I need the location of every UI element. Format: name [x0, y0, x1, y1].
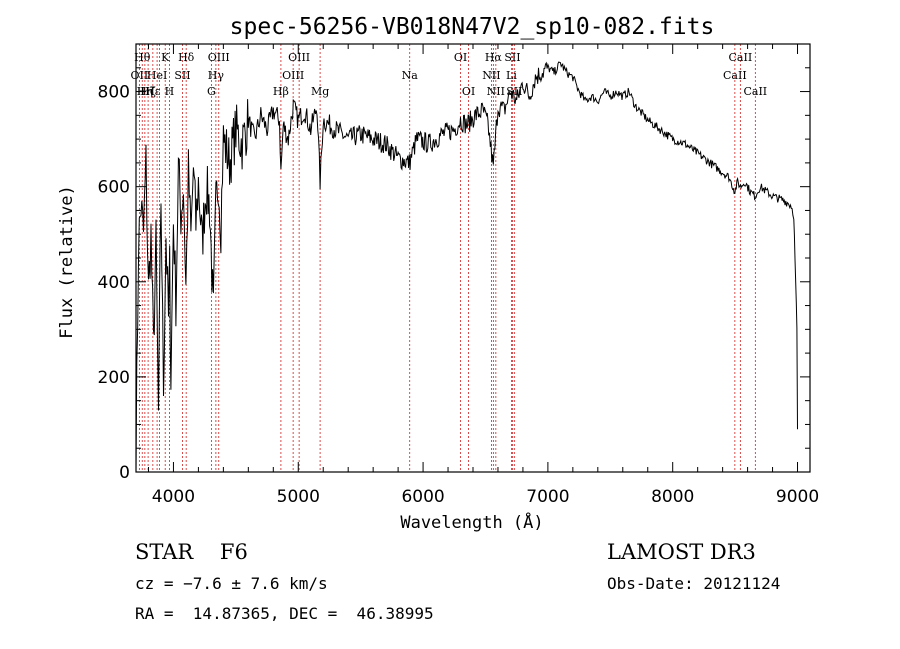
- line-label: OII: [131, 69, 149, 82]
- y-axis: 0 200 400 600 800: [98, 67, 810, 483]
- y-tick-label: 800: [98, 83, 130, 103]
- line-label: Li: [506, 69, 517, 82]
- y-tick-label: 0: [119, 463, 130, 483]
- line-label: Hα: [485, 51, 503, 64]
- y-tick-label: 400: [98, 273, 130, 293]
- line-label: Mg: [311, 85, 329, 98]
- line-label: HeI: [147, 69, 167, 82]
- line-label: OI: [462, 85, 475, 98]
- line-label: Na: [402, 69, 419, 82]
- x-tick-label: 7000: [526, 487, 569, 507]
- spectrum-series: [135, 61, 798, 473]
- obs-date: Obs-Date: 20121124: [607, 574, 781, 593]
- coordinates: RA = 14.87365, DEC = 46.38995: [135, 604, 434, 623]
- line-label: OIII: [288, 51, 310, 64]
- survey-name: LAMOST DR3: [607, 540, 756, 564]
- line-label: CaII: [729, 51, 753, 64]
- x-tick-label: 9000: [776, 487, 819, 507]
- spectral-line-labels: OIIHθHηHζHεHeIKHSIIHδGHγOIIIHβOIIIOIIIMg…: [131, 51, 768, 98]
- line-label: H: [165, 85, 175, 98]
- line-label: G: [207, 85, 216, 98]
- x-tick-label: 8000: [651, 487, 694, 507]
- line-label: Hβ: [273, 85, 289, 98]
- x-axis: 4000 5000 6000 7000 8000 9000: [147, 44, 819, 507]
- line-label: NII: [487, 85, 505, 98]
- redshift-cz: cz = −7.6 ± 7.6 km/s: [135, 574, 328, 593]
- line-label: Hγ: [208, 69, 225, 82]
- line-label: CaII: [743, 85, 767, 98]
- x-tick-label: 6000: [401, 487, 444, 507]
- chart-title: spec-56256-VB018N47V2_sp10-082.fits: [230, 14, 715, 40]
- line-label: Hε: [145, 85, 161, 98]
- line-label: OI: [454, 51, 467, 64]
- line-label: SII: [174, 69, 190, 82]
- object-class: STAR F6: [135, 540, 248, 564]
- x-axis-label: Wavelength (Å): [400, 511, 543, 533]
- line-label: CaII: [723, 69, 747, 82]
- y-tick-label: 200: [98, 368, 130, 388]
- line-label: OIII: [282, 69, 304, 82]
- line-label: Hζ: [140, 85, 156, 98]
- line-label: OIII: [208, 51, 230, 64]
- line-label: SII: [504, 51, 520, 64]
- y-tick-label: 600: [98, 178, 130, 198]
- y-axis-label: Flux (relative): [57, 185, 77, 339]
- line-label: Hθ: [134, 51, 151, 64]
- flux-line: [135, 61, 798, 473]
- line-label: NII: [482, 69, 500, 82]
- line-label: Hδ: [178, 51, 195, 64]
- line-label: K: [161, 51, 170, 64]
- spectral-line-markers: [138, 44, 756, 472]
- x-tick-label: 5000: [277, 487, 320, 507]
- x-tick-label: 4000: [152, 487, 195, 507]
